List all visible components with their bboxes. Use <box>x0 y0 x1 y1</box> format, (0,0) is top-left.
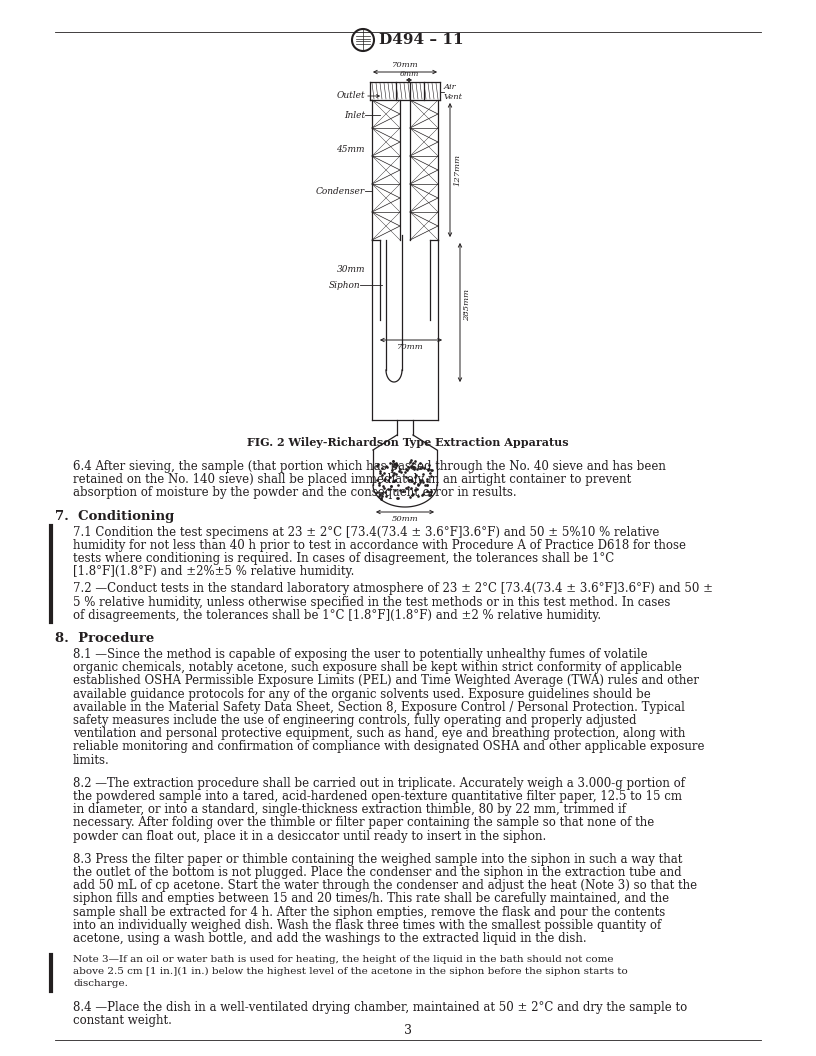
Text: humidity for not less than 40 h prior to test in accordance with Procedure A of : humidity for not less than 40 h prior to… <box>73 539 686 552</box>
Text: add 50 mL of cp acetone. Start the water through the condenser and adjust the he: add 50 mL of cp acetone. Start the water… <box>73 880 697 892</box>
Text: 285mm: 285mm <box>463 289 471 321</box>
Text: absorption of moisture by the powder and the consequent error in results.: absorption of moisture by the powder and… <box>73 487 517 499</box>
Text: retained on the No. 140 sieve) shall be placed immediately in an airtight contai: retained on the No. 140 sieve) shall be … <box>73 473 632 486</box>
Text: limits.: limits. <box>73 754 109 767</box>
Text: siphon fills and empties between 15 and 20 times/h. This rate shall be carefully: siphon fills and empties between 15 and … <box>73 892 669 905</box>
Text: powder can float out, place it in a desiccator until ready to insert in the siph: powder can float out, place it in a desi… <box>73 830 546 843</box>
Text: 70mm: 70mm <box>392 61 419 69</box>
Text: of disagreements, the tolerances shall be 1°C [1.8°F](1.8°F) and ±2 % relative h: of disagreements, the tolerances shall b… <box>73 609 601 622</box>
Text: Siphon: Siphon <box>328 281 360 289</box>
Text: Inlet: Inlet <box>344 111 365 119</box>
Text: ventilation and personal protective equipment, such as hand, eye and breathing p: ventilation and personal protective equi… <box>73 728 685 740</box>
Text: 3: 3 <box>404 1023 412 1037</box>
Text: 45mm: 45mm <box>336 145 365 153</box>
Text: 50mm: 50mm <box>392 515 419 523</box>
Text: [1.8°F](1.8°F) and ±2%±5 % relative humidity.: [1.8°F](1.8°F) and ±2%±5 % relative humi… <box>73 565 354 579</box>
Text: above 2.5 cm [1 in.](1 in.) below the highest level of the acetone in the siphon: above 2.5 cm [1 in.](1 in.) below the hi… <box>73 967 628 977</box>
Text: in diameter, or into a standard, single-thickness extraction thimble, 80 by 22 m: in diameter, or into a standard, single-… <box>73 804 626 816</box>
Text: FIG. 2 Wiley-Richardson Type Extraction Apparatus: FIG. 2 Wiley-Richardson Type Extraction … <box>247 437 569 448</box>
Text: 8.4 —Place the dish in a well-ventilated drying chamber, maintained at 50 ± 2°C : 8.4 —Place the dish in a well-ventilated… <box>73 1001 687 1014</box>
Text: D494 – 11: D494 – 11 <box>379 33 463 48</box>
Text: 7.2 —Conduct tests in the standard laboratory atmosphere of 23 ± 2°C [73.4(73.4 : 7.2 —Conduct tests in the standard labor… <box>73 583 713 596</box>
Text: 5 % relative humidity, unless otherwise specified in the test methods or in this: 5 % relative humidity, unless otherwise … <box>73 596 671 608</box>
Text: safety measures include the use of engineering controls, fully operating and pro: safety measures include the use of engin… <box>73 714 636 727</box>
Text: necessary. After folding over the thimble or filter paper containing the sample : necessary. After folding over the thimbl… <box>73 816 654 829</box>
Text: 7.1 Condition the test specimens at 23 ± 2°C [73.4(73.4 ± 3.6°F]3.6°F) and 50 ± : 7.1 Condition the test specimens at 23 ±… <box>73 526 659 539</box>
Text: organic chemicals, notably acetone, such exposure shall be kept within strict co: organic chemicals, notably acetone, such… <box>73 661 682 674</box>
Text: constant weight.: constant weight. <box>73 1015 172 1027</box>
Text: acetone, using a wash bottle, and add the washings to the extracted liquid in th: acetone, using a wash bottle, and add th… <box>73 932 587 945</box>
Text: 8.1 —Since the method is capable of exposing the user to potentially unhealthy f: 8.1 —Since the method is capable of expo… <box>73 648 648 661</box>
Text: the powdered sample into a tared, acid-hardened open-texture quantitative filter: the powdered sample into a tared, acid-h… <box>73 790 682 803</box>
Text: Note 3—If an oil or water bath is used for heating, the height of the liquid in : Note 3—If an oil or water bath is used f… <box>73 956 614 964</box>
Text: Air
Vent: Air Vent <box>444 83 463 100</box>
Text: 6mm: 6mm <box>399 70 419 78</box>
Text: 6.4 After sieving, the sample (that portion which has passed through the No. 40 : 6.4 After sieving, the sample (that port… <box>73 460 666 473</box>
Text: 8.  Procedure: 8. Procedure <box>55 631 154 645</box>
Text: the outlet of the bottom is not plugged. Place the condenser and the siphon in t: the outlet of the bottom is not plugged.… <box>73 866 681 879</box>
Text: 30mm: 30mm <box>336 265 365 275</box>
Text: reliable monitoring and confirmation of compliance with designated OSHA and othe: reliable monitoring and confirmation of … <box>73 740 704 753</box>
Text: established OSHA Permissible Exposure Limits (PEL) and Time Weighted Average (TW: established OSHA Permissible Exposure Li… <box>73 675 699 687</box>
Text: 8.2 —The extraction procedure shall be carried out in triplicate. Accurately wei: 8.2 —The extraction procedure shall be c… <box>73 777 685 790</box>
Text: available in the Material Safety Data Sheet, Section 8, Exposure Control / Perso: available in the Material Safety Data Sh… <box>73 701 685 714</box>
Text: available guidance protocols for any of the organic solvents used. Exposure guid: available guidance protocols for any of … <box>73 687 650 700</box>
Text: 8.3 Press the filter paper or thimble containing the weighed sample into the sip: 8.3 Press the filter paper or thimble co… <box>73 853 682 866</box>
Text: into an individually weighed dish. Wash the flask three times with the smallest : into an individually weighed dish. Wash … <box>73 919 661 931</box>
Text: Outlet: Outlet <box>336 92 365 100</box>
Text: 70mm: 70mm <box>397 343 424 351</box>
Text: 7.  Conditioning: 7. Conditioning <box>55 510 175 523</box>
Text: tests where conditioning is required. In cases of disagreement, the tolerances s: tests where conditioning is required. In… <box>73 552 614 565</box>
Text: discharge.: discharge. <box>73 979 128 988</box>
Text: sample shall be extracted for 4 h. After the siphon empties, remove the flask an: sample shall be extracted for 4 h. After… <box>73 906 665 919</box>
Text: 127mm: 127mm <box>453 154 461 186</box>
Text: Condenser: Condenser <box>316 187 365 195</box>
